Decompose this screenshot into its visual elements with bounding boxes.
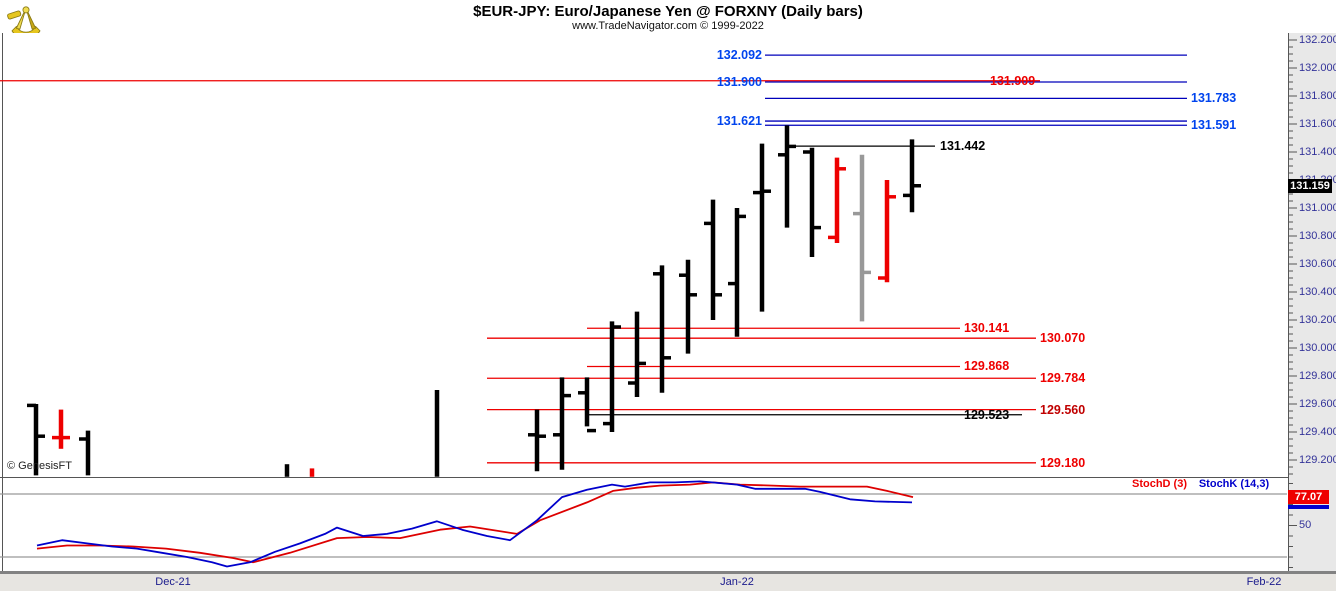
price-axis-pane[interactable]	[1288, 33, 1336, 574]
price-pane[interactable]	[0, 33, 1288, 477]
stochastic-pane[interactable]	[0, 477, 1288, 571]
stoch-axis-50-label: 50	[1299, 518, 1312, 531]
stochk-legend-label: StochK (14,3)	[1198, 478, 1270, 490]
stochd-value-badge: 77.07	[1288, 490, 1329, 505]
last-price-badge: 131.159	[1288, 178, 1332, 193]
date-axis[interactable]	[0, 571, 1336, 591]
chart-subtitle: www.TradeNavigator.com © 1999-2022	[572, 20, 764, 32]
chart-left-border	[2, 33, 3, 571]
stochd-legend-label: StochD (3)	[1132, 478, 1187, 490]
chart-title: $EUR-JPY: Euro/Japanese Yen @ FORXNY (Da…	[473, 3, 863, 20]
title-bar: $EUR-JPY: Euro/Japanese Yen @ FORXNY (Da…	[0, 0, 1336, 39]
genesis-watermark: © GenesisFT	[7, 460, 72, 472]
stochk-value-marker	[1288, 504, 1329, 509]
